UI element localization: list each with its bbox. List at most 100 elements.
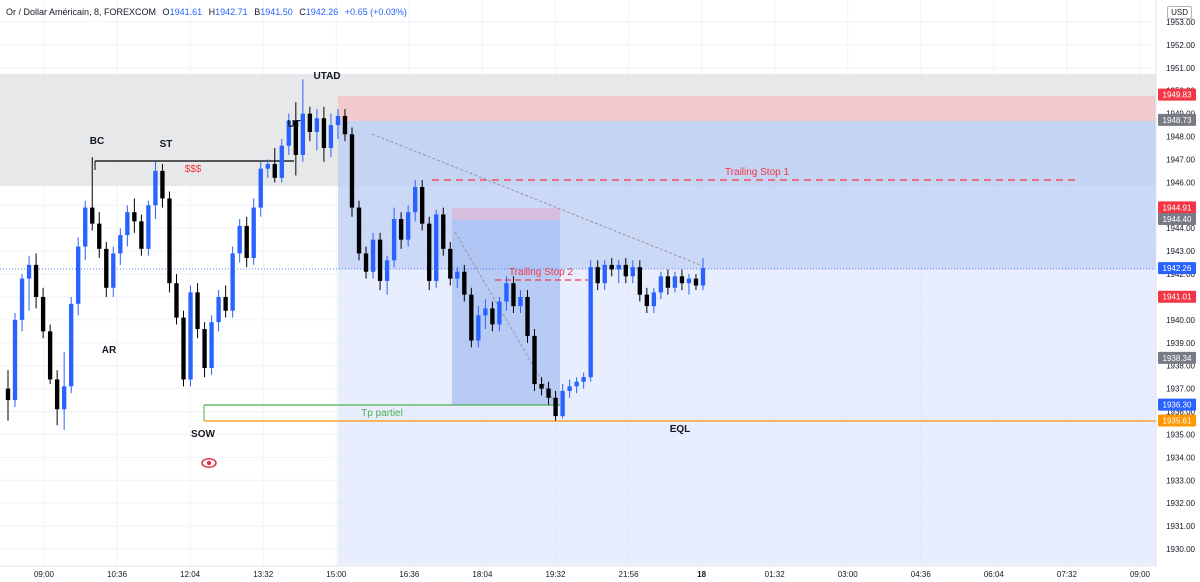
trend-line-lower — [454, 231, 556, 404]
candle-body — [370, 239, 376, 272]
time-axis-bg[interactable] — [0, 566, 1156, 582]
close-value: 1942.26 — [305, 7, 339, 17]
price-label-bg — [1158, 201, 1196, 214]
price-label-text: 1944.40 — [1163, 215, 1192, 224]
currency-badge[interactable]: USD — [1167, 6, 1192, 19]
price-label-text: 1935.61 — [1163, 416, 1192, 425]
y-tick-label: 1931.00 — [1166, 522, 1195, 531]
candle-body — [630, 267, 635, 277]
x-tick-label: 18 — [697, 570, 706, 579]
price-label: 1944.91 — [1158, 201, 1196, 214]
candle-body — [525, 296, 530, 336]
candle — [125, 205, 130, 247]
candle-body — [139, 221, 144, 249]
y-tick-label: 1933.00 — [1166, 476, 1195, 485]
candle — [637, 260, 642, 302]
candle-body — [412, 186, 418, 213]
candle-body — [244, 225, 249, 259]
candle-body — [258, 168, 263, 208]
candle-body — [441, 214, 446, 249]
candle-body — [616, 264, 621, 270]
x-tick-label: 21:56 — [619, 570, 640, 579]
y-tick-label: 1951.00 — [1166, 64, 1195, 73]
candle — [26, 255, 32, 311]
label-trailing-stop-2: Trailing Stop 2 — [509, 267, 574, 278]
label-tp-partiel: Tp partiel — [361, 408, 403, 419]
candle-body — [679, 276, 685, 284]
y-tick-label: 1936.00 — [1166, 408, 1195, 417]
candle — [335, 109, 341, 139]
candle-body — [504, 283, 509, 302]
candle-body — [609, 264, 614, 270]
annotations: BC ST AR UT UTAD SOW EQL $$$ Trailing St… — [90, 71, 789, 468]
y-tick-label: 1939.00 — [1166, 339, 1195, 348]
low-value: 1941.50 — [260, 7, 293, 17]
candle-body — [377, 239, 383, 281]
candle — [33, 253, 39, 309]
candle-body — [686, 278, 692, 284]
candle-body — [188, 292, 193, 380]
candle — [623, 258, 628, 284]
candle — [69, 296, 74, 394]
candle — [223, 285, 228, 318]
price-label-text: 1948.73 — [1163, 116, 1192, 125]
candle-body — [427, 223, 432, 281]
candle — [174, 274, 179, 325]
candle-body — [476, 315, 481, 341]
candle — [412, 180, 418, 222]
eye-icon[interactable] — [201, 458, 217, 468]
candle-body — [40, 296, 46, 332]
candle-body — [26, 264, 32, 279]
y-tick-label: 1938.00 — [1166, 362, 1195, 371]
price-label-bg — [1158, 351, 1196, 364]
candle-body — [5, 388, 11, 401]
candle-body — [132, 212, 137, 222]
symbol-legend[interactable]: Or / Dollar Américain, 8, FOREXCOM O1941… — [6, 7, 407, 17]
candle-body — [167, 198, 172, 284]
label-st: ST — [160, 139, 173, 150]
candle — [83, 200, 88, 261]
y-tick-label: 1948.00 — [1166, 133, 1195, 142]
y-tick-label: 1932.00 — [1166, 499, 1195, 508]
candle — [377, 232, 383, 291]
open-value: 1941.61 — [169, 7, 203, 17]
candle — [216, 290, 221, 332]
candle-body — [335, 115, 341, 126]
candle — [314, 109, 320, 151]
candle-body — [588, 267, 593, 378]
change-value: +0.65 (+0.03%) — [344, 7, 407, 17]
candle-body — [111, 253, 116, 288]
candle — [616, 260, 621, 284]
x-tick-label: 04:36 — [911, 570, 932, 579]
close-label: C — [299, 7, 306, 17]
candle — [511, 276, 516, 313]
candle-body — [595, 267, 600, 284]
candle — [181, 310, 186, 387]
candle — [490, 301, 495, 332]
candle — [532, 329, 537, 391]
price-label: 1942.26 — [1158, 262, 1196, 275]
x-tick-label: 01:32 — [765, 570, 786, 579]
candle-body — [420, 186, 425, 224]
candle-body — [483, 308, 488, 316]
candle-body — [76, 246, 81, 304]
candle — [195, 283, 200, 339]
price-label-bg — [1158, 88, 1196, 101]
candle — [574, 377, 579, 394]
candle — [76, 237, 81, 316]
price-label-text: 1942.26 — [1163, 264, 1192, 273]
y-tick-label: 1940.00 — [1166, 316, 1195, 325]
candle — [328, 113, 334, 158]
candle — [153, 161, 158, 220]
candle — [104, 241, 109, 297]
price-label-bg — [1158, 414, 1196, 427]
candle — [546, 381, 551, 405]
x-tick-label: 16:36 — [399, 570, 420, 579]
candle-body — [672, 276, 678, 288]
candle — [342, 109, 348, 142]
x-tick-label: 09:00 — [1130, 570, 1151, 579]
candle-body — [581, 377, 586, 382]
candle — [258, 161, 263, 217]
